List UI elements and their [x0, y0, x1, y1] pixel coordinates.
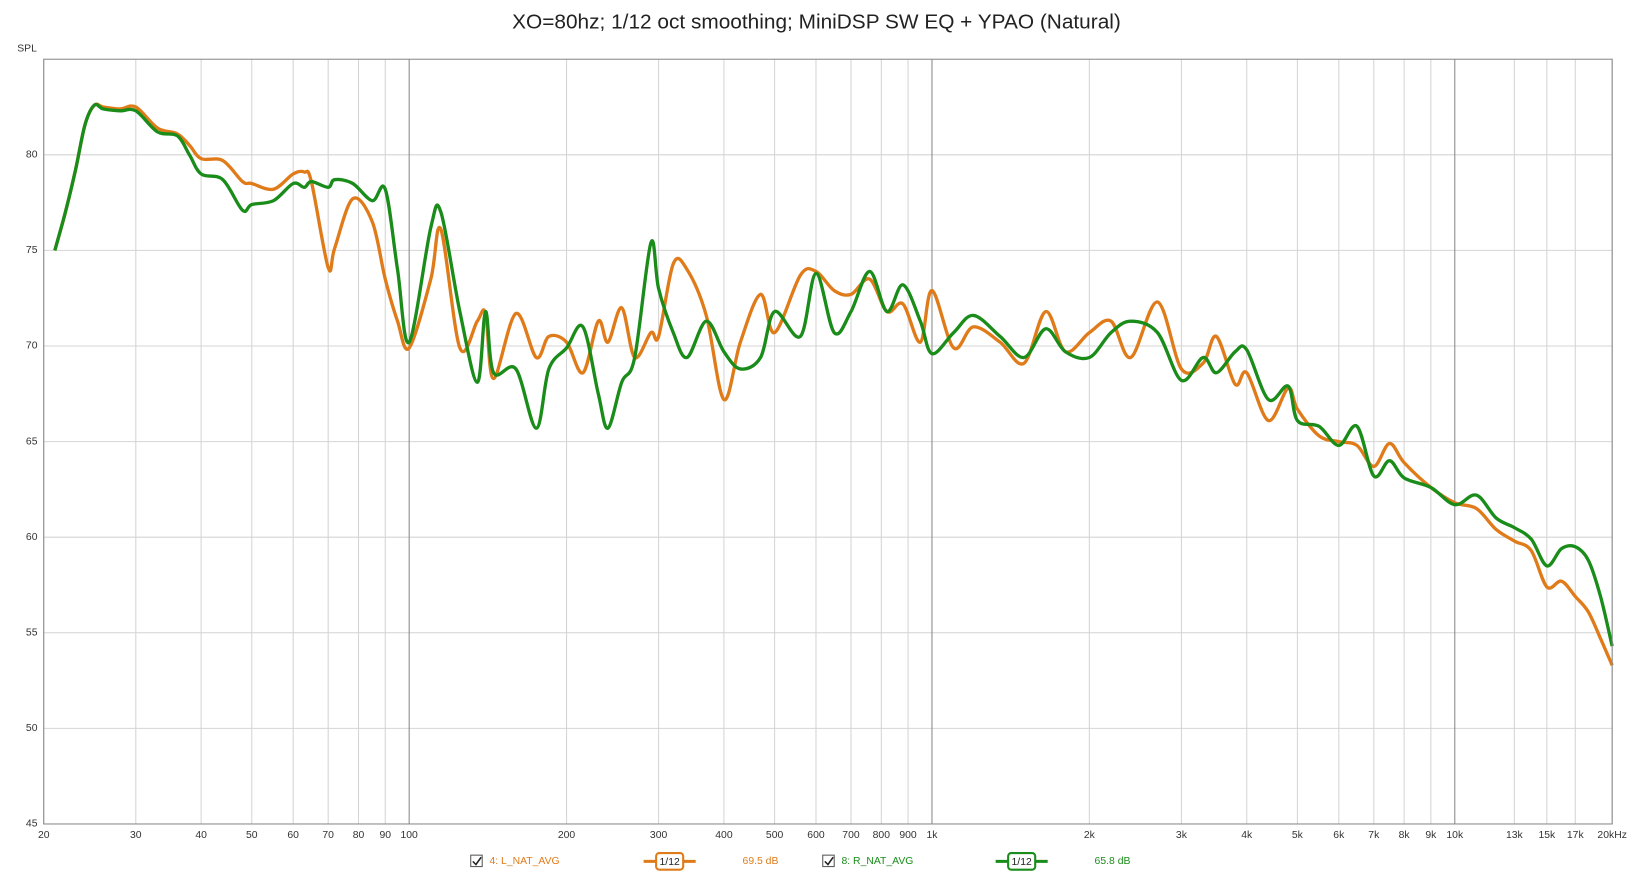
y-tick-label: 75	[26, 245, 38, 256]
x-tick-label: 13k	[1506, 830, 1524, 841]
legend-label[interactable]: 8: R_NAT_AVG	[841, 856, 913, 867]
x-tick-label: 80	[353, 830, 365, 841]
x-tick-label: 15k	[1538, 830, 1556, 841]
x-tick-label: 10k	[1446, 830, 1464, 841]
checkbox[interactable]	[822, 854, 835, 868]
smoothing-label: 1/12	[1012, 857, 1032, 868]
legend: 4: L_NAT_AVG 1/12 69.5 dB 8: R_NAT_AVG 1/12 6…	[470, 852, 1131, 871]
x-tick-label: 100	[400, 830, 418, 841]
x-tick-label: 600	[807, 830, 825, 841]
y-tick-label: 80	[26, 150, 38, 161]
x-tick-label: 9k	[1425, 830, 1437, 841]
series-line	[53, 102, 1614, 666]
x-tick-label: 3k	[1176, 830, 1188, 841]
level-label: 65.8 dB	[1095, 856, 1131, 867]
y-tick-label: 70	[26, 341, 38, 352]
x-tick-label: 50	[246, 830, 258, 841]
level-label: 69.5 dB	[743, 856, 779, 867]
series-line	[53, 102, 1614, 647]
x-tick-label: 6k	[1333, 830, 1345, 841]
x-tick-label: 17k	[1567, 830, 1585, 841]
x-tick-label: 400	[715, 830, 733, 841]
x-tick-label: 200	[558, 830, 576, 841]
smoothing-label: 1/12	[660, 857, 680, 868]
x-tick-label: 500	[766, 830, 784, 841]
plot-frame	[43, 58, 1613, 825]
y-tick-label: 50	[26, 723, 38, 734]
x-tick-label: 2k	[1084, 830, 1096, 841]
x-tick-label: 7k	[1368, 830, 1380, 841]
x-tick-label: 5k	[1292, 830, 1304, 841]
legend-label[interactable]: 4: L_NAT_AVG	[489, 856, 559, 867]
x-tick-label: 900	[899, 830, 917, 841]
smoothing-badge	[1007, 852, 1037, 871]
x-tick-label: 20	[38, 830, 50, 841]
x-tick-label: 90	[379, 830, 391, 841]
x-tick-label: 4k	[1241, 830, 1253, 841]
smoothing-badge	[655, 852, 685, 871]
y-axis-label: SPL	[17, 44, 37, 55]
x-tick-label: 30	[130, 830, 142, 841]
x-tick-label: 700	[842, 830, 860, 841]
y-tick-label: 45	[26, 819, 38, 830]
y-tick-label: 55	[26, 628, 38, 639]
x-tick-label: 70	[322, 830, 334, 841]
x-tick-label: 8k	[1399, 830, 1411, 841]
checkbox[interactable]	[470, 854, 483, 868]
y-tick-label: 60	[26, 532, 38, 543]
x-tick-label: 60	[287, 830, 299, 841]
y-tick-label: 65	[26, 436, 38, 447]
checkmark	[472, 856, 482, 866]
chart-title: XO=80hz; 1/12 oct smoothing; MiniDSP SW …	[512, 10, 1121, 33]
checkmark	[824, 856, 834, 866]
x-tick-label: 1k	[926, 830, 938, 841]
x-tick-label: 800	[873, 830, 891, 841]
x-tick-label: 300	[650, 830, 668, 841]
x-tick-label: 20kHz	[1597, 830, 1626, 841]
x-tick-label: 40	[195, 830, 207, 841]
plot-lines	[53, 102, 1614, 666]
